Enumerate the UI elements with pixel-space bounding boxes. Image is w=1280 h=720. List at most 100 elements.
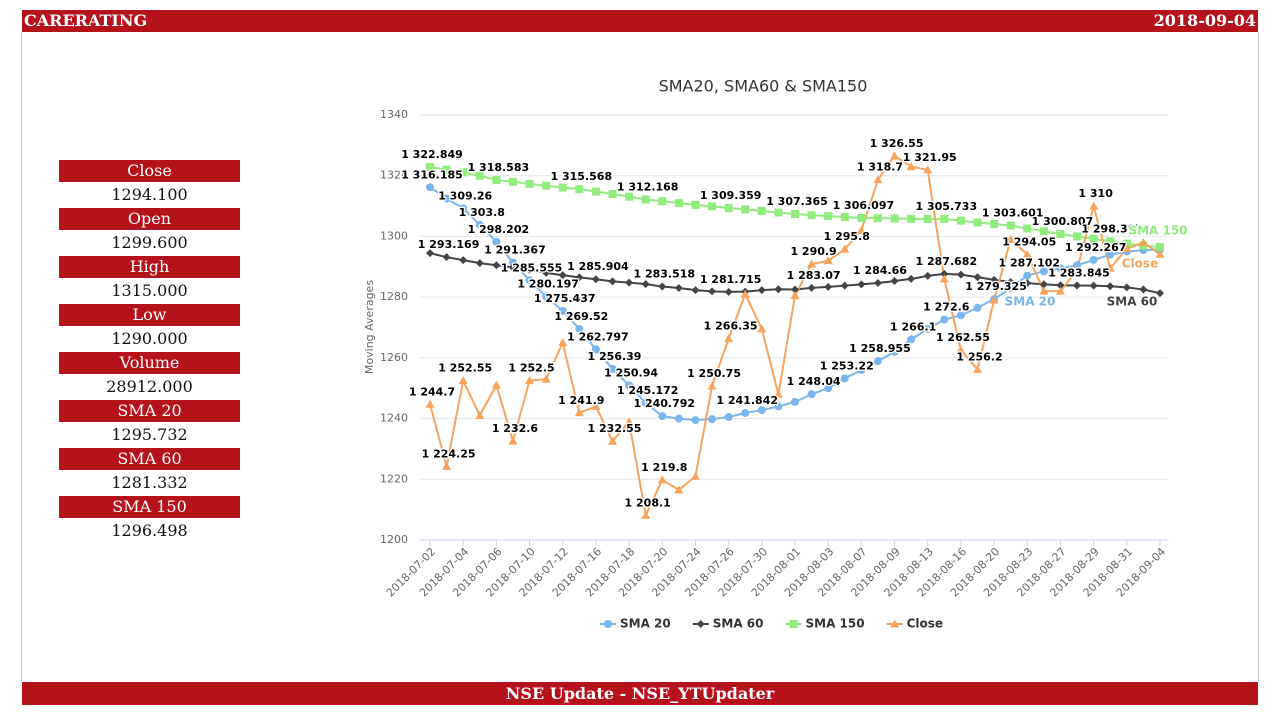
y-tick-label: 1260 xyxy=(380,351,408,364)
point xyxy=(873,357,882,366)
point xyxy=(641,195,650,204)
point xyxy=(442,461,452,470)
point xyxy=(791,397,799,406)
point xyxy=(840,213,849,221)
point xyxy=(1006,221,1015,230)
point xyxy=(442,253,451,262)
point xyxy=(1089,234,1098,243)
data-label: 1 310 xyxy=(1078,187,1113,200)
point xyxy=(757,206,766,215)
point xyxy=(491,380,501,389)
point xyxy=(890,347,899,356)
point xyxy=(508,177,517,186)
point xyxy=(923,165,933,174)
data-label: 1 279.325 xyxy=(965,280,1027,293)
point xyxy=(807,390,816,399)
series-end-label: SMA 20 xyxy=(1005,295,1056,309)
point xyxy=(1155,249,1165,258)
data-label: 1 291.367 xyxy=(484,244,546,257)
point xyxy=(1022,249,1032,258)
point xyxy=(1023,224,1032,233)
point xyxy=(990,275,999,284)
data-label: 1 321.95 xyxy=(903,151,957,164)
data-label: 1 240.792 xyxy=(633,397,695,410)
data-label: 1 272.6 xyxy=(923,301,970,314)
data-label: 1 224.25 xyxy=(422,447,476,460)
point xyxy=(641,280,650,289)
point xyxy=(542,181,551,190)
point xyxy=(907,214,916,223)
point xyxy=(873,175,883,184)
series-line xyxy=(429,154,1161,519)
y-tick-label: 1200 xyxy=(380,533,408,546)
data-label: 1 318.583 xyxy=(468,161,530,174)
point xyxy=(575,185,584,194)
point xyxy=(574,408,584,417)
point xyxy=(674,485,684,494)
point xyxy=(890,619,900,628)
point xyxy=(525,376,535,385)
point xyxy=(840,281,849,290)
point xyxy=(890,151,900,160)
data-label: 1 248.04 xyxy=(787,375,841,388)
point xyxy=(608,189,617,198)
point xyxy=(724,287,733,296)
point xyxy=(1122,283,1131,292)
point xyxy=(1072,265,1082,274)
legend-label: SMA 150 xyxy=(806,617,865,631)
data-label: 1 309.26 xyxy=(438,189,492,202)
stat-value: 28912.000 xyxy=(106,377,193,396)
point xyxy=(442,165,451,174)
point xyxy=(708,415,717,424)
point xyxy=(525,276,534,285)
point xyxy=(773,389,783,398)
point xyxy=(608,436,617,445)
point xyxy=(625,381,634,390)
data-label: 1 315.568 xyxy=(551,170,613,183)
data-label: 1 250.75 xyxy=(687,367,741,380)
point xyxy=(907,274,916,283)
point xyxy=(475,171,484,180)
y-tick-label: 1340 xyxy=(380,108,408,121)
point xyxy=(1122,244,1132,253)
point xyxy=(1039,286,1049,295)
point xyxy=(989,295,999,304)
stat-label: Volume xyxy=(59,352,240,374)
data-label: 1 294.05 xyxy=(1002,235,1056,248)
point xyxy=(492,237,501,246)
data-label: 1 253.22 xyxy=(820,359,874,372)
data-label: 1 316.185 xyxy=(401,168,463,181)
data-label: 1 285.904 xyxy=(567,260,629,273)
data-label: 1 298.202 xyxy=(468,223,530,236)
point xyxy=(1039,280,1048,289)
point xyxy=(856,225,866,234)
point xyxy=(658,197,667,206)
point xyxy=(1039,267,1048,276)
stat-value: 1296.498 xyxy=(111,521,188,540)
point xyxy=(459,256,468,265)
point xyxy=(791,210,799,219)
stat-value: 1290.000 xyxy=(111,329,188,348)
point xyxy=(1089,201,1099,210)
point xyxy=(658,282,667,291)
point xyxy=(657,475,667,484)
point xyxy=(757,286,766,295)
point xyxy=(1056,281,1065,290)
point xyxy=(973,303,982,312)
series-end-label: SMA 150 xyxy=(1128,224,1187,238)
point xyxy=(824,384,833,393)
point xyxy=(907,335,916,344)
point xyxy=(1156,243,1164,252)
data-label: 1 307.365 xyxy=(766,195,828,208)
point xyxy=(840,374,849,383)
point xyxy=(857,366,866,374)
data-label: 1 245.172 xyxy=(617,384,679,397)
point xyxy=(1138,238,1148,246)
point xyxy=(1106,250,1115,259)
point xyxy=(956,216,965,225)
data-label: 1 262.797 xyxy=(567,330,629,343)
point xyxy=(542,292,551,301)
legend-label: SMA 60 xyxy=(713,617,764,631)
